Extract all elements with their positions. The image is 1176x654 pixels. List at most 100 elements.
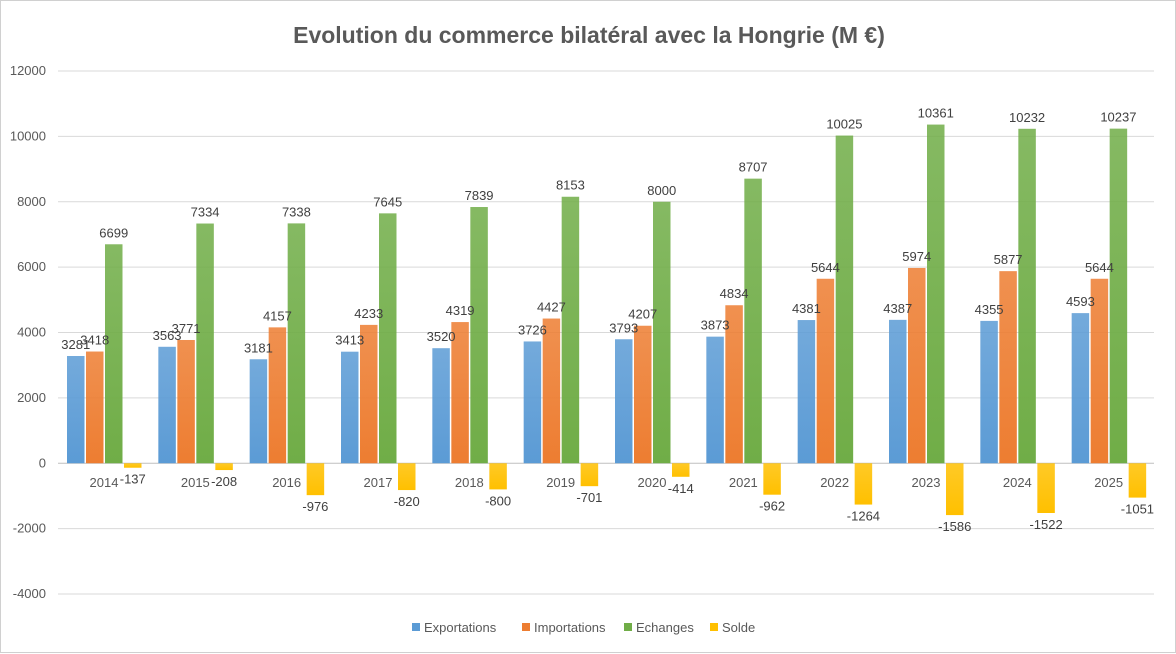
bar-echanges-2021[interactable]: [744, 178, 762, 464]
bar-echanges-2023[interactable]: [927, 124, 945, 464]
data-label: 4387: [883, 301, 912, 316]
y-tick-label: 12000: [10, 63, 46, 78]
bar-exportations-2020[interactable]: [615, 339, 633, 464]
x-tick-label: 2019: [546, 475, 575, 490]
bar-importations-2024[interactable]: [999, 271, 1017, 464]
bar-echanges-2016[interactable]: [287, 223, 306, 464]
bar-solde-2024[interactable]: [1037, 463, 1055, 514]
x-tick-label: 2024: [1003, 475, 1032, 490]
data-label: 10232: [1009, 110, 1045, 125]
data-label: 3873: [701, 318, 730, 333]
y-tick-label: -4000: [13, 586, 46, 601]
y-tick-label: 0: [39, 455, 46, 470]
legend[interactable]: Exportations Importations Echanges Solde: [412, 620, 755, 635]
chart-title: Evolution du commerce bilatéral avec la …: [293, 22, 885, 48]
bar-exportations-2025[interactable]: [1071, 313, 1090, 464]
bar-echanges-2025[interactable]: [1109, 128, 1128, 464]
bar-importations-2022[interactable]: [816, 278, 835, 464]
legend-label: Exportations: [424, 620, 497, 635]
bar-echanges-2017[interactable]: [379, 213, 397, 464]
data-label: 6699: [99, 225, 128, 240]
x-tick-label: 2025: [1094, 475, 1123, 490]
bar-importations-2016[interactable]: [268, 327, 287, 464]
bar-solde-2025[interactable]: [1128, 463, 1147, 498]
x-tick-label: 2021: [729, 475, 758, 490]
x-tick-label: 2020: [638, 475, 667, 490]
bar-solde-2019[interactable]: [580, 463, 599, 487]
data-label: -1586: [938, 519, 971, 534]
data-label: 7645: [373, 194, 402, 209]
x-tick-label: 2015: [181, 475, 210, 490]
bar-solde-2020[interactable]: [672, 463, 690, 477]
bar-exportations-2014[interactable]: [67, 356, 85, 464]
data-label: 4233: [354, 306, 383, 321]
bar-importations-2017[interactable]: [360, 324, 378, 464]
bar-echanges-2024[interactable]: [1018, 128, 1036, 464]
data-label: -1051: [1121, 502, 1154, 517]
legend-item-echanges[interactable]: Echanges: [624, 620, 694, 635]
bar-exportations-2017[interactable]: [341, 351, 359, 464]
x-tick-label: 2023: [912, 475, 941, 490]
legend-item-solde[interactable]: Solde: [710, 620, 755, 635]
y-tick-label: 10000: [10, 128, 46, 143]
data-label: -976: [302, 499, 328, 514]
data-label: 8153: [556, 178, 585, 193]
data-label: 3520: [427, 329, 456, 344]
data-label: 8707: [739, 160, 768, 175]
data-label: -208: [211, 474, 237, 489]
y-tick-label: -2000: [13, 521, 46, 536]
bar-echanges-2018[interactable]: [470, 207, 488, 464]
bar-solde-2017[interactable]: [398, 463, 416, 491]
data-label: 7338: [282, 204, 311, 219]
x-axis: 2014 2015 2016 2017 2018 2019 2020 2021 2022 2023…: [90, 475, 1124, 490]
y-axis: -4000 -2000 0 2000 4000 6000 8000 10000 12000: [10, 63, 46, 601]
bar-solde-2018[interactable]: [489, 463, 507, 490]
bar-importations-2019[interactable]: [542, 318, 561, 464]
data-label: 5877: [994, 252, 1023, 267]
bar-importations-2014[interactable]: [86, 351, 104, 464]
data-label: 10361: [918, 106, 954, 121]
bar-echanges-2022[interactable]: [835, 135, 854, 464]
bar-exportations-2024[interactable]: [980, 320, 998, 464]
bar-importations-2021[interactable]: [725, 305, 743, 464]
data-label: -962: [759, 499, 785, 514]
data-label: -701: [576, 490, 602, 505]
bar-solde-2016[interactable]: [306, 463, 325, 496]
bar-echanges-2014[interactable]: [105, 244, 123, 464]
bar-exportations-2018[interactable]: [432, 348, 450, 464]
data-label: -1264: [847, 509, 880, 524]
gridlines: [58, 70, 1154, 595]
bar-exportations-2019[interactable]: [523, 341, 542, 464]
bar-importations-2023[interactable]: [908, 267, 926, 464]
bar-echanges-2015[interactable]: [196, 223, 214, 464]
bar-echanges-2020[interactable]: [653, 201, 671, 464]
bar-importations-2018[interactable]: [451, 322, 469, 464]
bar-exportations-2021[interactable]: [706, 336, 724, 464]
bar-exportations-2015[interactable]: [158, 346, 176, 464]
bar-importations-2025[interactable]: [1090, 278, 1109, 464]
data-label: 4355: [975, 302, 1004, 317]
bar-solde-2014[interactable]: [124, 463, 142, 468]
bar-exportations-2023[interactable]: [889, 319, 907, 464]
bars: [67, 124, 1147, 516]
bar-solde-2021[interactable]: [763, 463, 781, 495]
bar-importations-2015[interactable]: [177, 339, 195, 464]
data-label: 7334: [191, 205, 220, 220]
legend-label: Echanges: [636, 620, 694, 635]
bar-solde-2023[interactable]: [946, 463, 964, 516]
data-label: 4834: [720, 286, 749, 301]
bar-solde-2022[interactable]: [854, 463, 873, 505]
bar-importations-2020[interactable]: [634, 325, 652, 464]
legend-item-importations[interactable]: Importations: [522, 620, 606, 635]
data-label: 3726: [518, 322, 547, 337]
bar-exportations-2022[interactable]: [797, 320, 816, 464]
bar-echanges-2019[interactable]: [561, 196, 580, 464]
x-tick-label: 2017: [364, 475, 393, 490]
legend-swatch: [710, 623, 718, 631]
bar-solde-2015[interactable]: [215, 463, 233, 471]
data-label: 4593: [1066, 294, 1095, 309]
x-tick-label: 2022: [820, 475, 849, 490]
data-label: 3418: [80, 333, 109, 348]
legend-item-exportations[interactable]: Exportations: [412, 620, 497, 635]
bar-exportations-2016[interactable]: [249, 359, 268, 464]
